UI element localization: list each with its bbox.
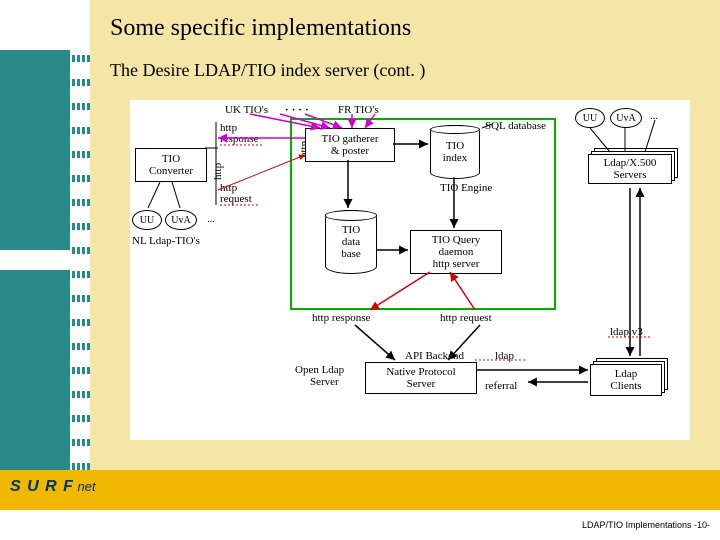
tio-database-cylinder: TIO data base — [325, 210, 377, 274]
sql-db-label: SQL database — [485, 120, 546, 132]
http-response-label2: response — [220, 133, 259, 145]
nl-ldap-tio-label: NL Ldap-TIO's — [132, 235, 200, 247]
uu-oval: UU — [132, 210, 162, 230]
http-request-label2: request — [220, 193, 252, 205]
ldap-x500-box: Ldap/X.500 Servers — [588, 154, 672, 184]
ldap-clients-box: Ldap Clients — [590, 364, 662, 396]
uu-oval-r: UU — [575, 108, 605, 128]
surf-logo: S U R F net — [10, 478, 96, 496]
teal-block — [0, 50, 70, 250]
http-req-bottom: http request — [440, 312, 492, 324]
dots: ···· — [285, 104, 312, 116]
left-strip — [0, 0, 90, 540]
open-ldap-label2: Server — [310, 376, 339, 388]
uva-oval: UvA — [165, 210, 197, 230]
fr-tio-label: FR TIO's — [338, 104, 379, 116]
ldap-x500-stack: Ldap/X.500 Servers — [588, 148, 676, 182]
uva-oval-r: UvA — [610, 108, 642, 128]
ldap-label: ldap — [495, 350, 514, 362]
tio-index-cylinder: TIO index — [430, 125, 480, 179]
ldap-clients-stack: Ldap Clients — [590, 358, 668, 396]
tio-converter-box: TIO Converter — [135, 148, 207, 182]
ldap-v3-label: ldap v3 — [610, 326, 643, 338]
tio-query-box: TIO Query daemon http server — [410, 230, 502, 274]
page-title: Some specific implementations — [110, 15, 411, 42]
dots-r: ... — [650, 110, 658, 122]
yellow-bar — [0, 470, 720, 510]
dots-oval: ... — [200, 210, 222, 228]
api-backend-label: API Backend — [405, 350, 464, 362]
open-ldap-label: Open Ldap — [295, 364, 344, 376]
http-resp-bottom: http response — [312, 312, 370, 324]
tio-gatherer-box: TIO gatherer & poster — [305, 128, 395, 162]
http-vertical: http — [212, 163, 224, 180]
native-protocol-box: Native Protocol Server — [365, 362, 477, 394]
footer-text: LDAP/TIO Implementations -10- — [582, 520, 710, 530]
architecture-diagram: UK TIO's ···· FR TIO's TIO Converter htt… — [130, 100, 690, 440]
referral-label: referral — [485, 380, 517, 392]
page-subtitle: The Desire LDAP/TIO index server (cont. … — [110, 60, 425, 81]
teal-block — [0, 270, 70, 470]
tio-engine-label: TIO Engine — [440, 182, 492, 194]
uk-tio-label: UK TIO's — [225, 104, 268, 116]
